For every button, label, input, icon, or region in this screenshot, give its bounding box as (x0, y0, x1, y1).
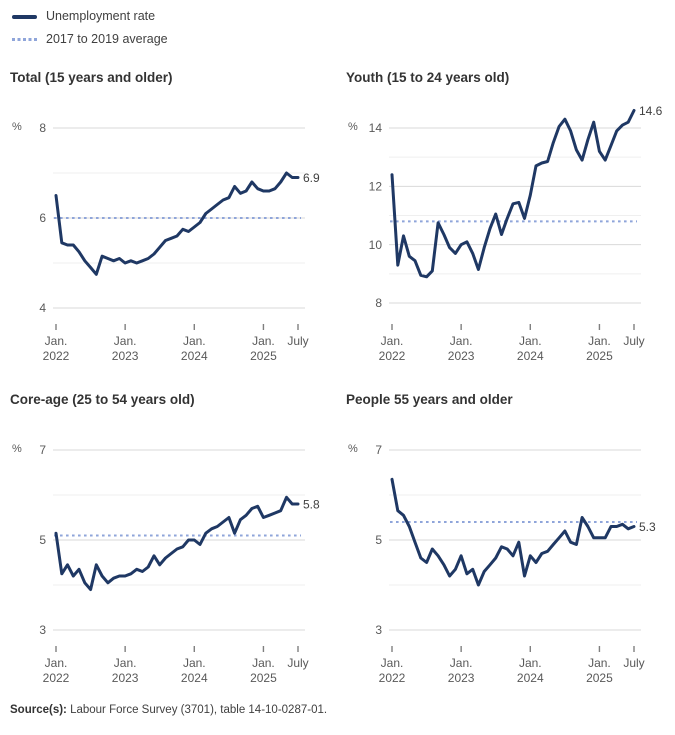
y-tick-label: 10 (369, 238, 383, 252)
source-note: Source(s): Labour Force Survey (3701), t… (10, 704, 327, 716)
legend-label: Unemployment rate (46, 9, 156, 23)
x-tick-label: July (623, 334, 644, 348)
chart-plot-55-plus: 7 5 3% Jan. 2022 Jan. 2023 Jan. 2024 Jan. 2025 July… (344, 420, 674, 692)
chart-55-plus: People 55 years and older 7 5 3% Jan. 2022 Ja… (344, 392, 674, 692)
x-tick-label: July (623, 656, 644, 670)
y-tick-label: 3 (375, 623, 382, 637)
chart-youth: Youth (15 to 24 years old) 14 12 10 8% Jan. 2… (344, 70, 674, 370)
x-tick-label: Jan. (114, 656, 137, 670)
x-tick-label-year: 2022 (379, 671, 406, 685)
y-tick-label: 12 (369, 180, 383, 194)
chart-plot-total: 8 6 4% Jan. 2022 Jan. 2023 Jan. 2024 Jan. 2025 July… (8, 98, 338, 370)
y-tick-label: 5 (375, 533, 382, 547)
x-tick-label-year: 2024 (517, 349, 544, 363)
x-tick-label: Jan. (252, 656, 275, 670)
x-tick-label: Jan. (450, 656, 473, 670)
chart-title-youth: Youth (15 to 24 years old) (346, 70, 510, 85)
end-value-label: 5.3 (639, 520, 656, 534)
end-value-label: 14.6 (639, 104, 663, 118)
x-tick-label: Jan. (45, 656, 68, 670)
x-tick-label: Jan. (519, 334, 542, 348)
y-axis-unit-label: % (348, 443, 358, 455)
y-tick-label: 6 (39, 211, 46, 225)
x-tick-label: July (287, 656, 308, 670)
legend-item-average: 2017 to 2019 average (12, 31, 168, 48)
chart-title-core-age: Core-age (25 to 54 years old) (10, 392, 195, 407)
x-tick-label-year: 2023 (448, 349, 475, 363)
line-chart-svg-youth: 1412108%Jan.2022Jan.2023Jan.2024Jan.2025… (348, 104, 663, 363)
x-tick-label: July (287, 334, 308, 348)
y-tick-label: 4 (39, 301, 46, 315)
y-tick-label: 7 (39, 443, 46, 457)
x-tick-label: Jan. (114, 334, 137, 348)
dashed-line-swatch (12, 38, 37, 41)
y-tick-label: 7 (375, 443, 382, 457)
chart-total: Total (15 years and older) 8 6 4% Jan. 2022 J… (8, 70, 338, 370)
source-text: Labour Force Survey (3701), table 14-10-… (66, 704, 328, 716)
x-tick-label: Jan. (45, 334, 68, 348)
chart-title-total: Total (15 years and older) (10, 70, 173, 85)
y-tick-label: 14 (369, 121, 383, 135)
y-axis-unit-label: % (348, 121, 358, 133)
x-tick-label: Jan. (183, 656, 206, 670)
x-tick-label: Jan. (588, 334, 611, 348)
legend-item-unemployment-rate: Unemployment rate (12, 8, 168, 25)
x-tick-label: Jan. (381, 334, 404, 348)
x-tick-label-year: 2023 (112, 671, 139, 685)
y-tick-label: 5 (39, 533, 46, 547)
chart-plot-core-age: 7 5 3% Jan. 2022 Jan. 2023 Jan. 2024 Jan. 2025 July… (8, 420, 338, 692)
y-axis-unit-label: % (12, 121, 22, 133)
x-tick-label-year: 2022 (43, 349, 70, 363)
x-tick-label: Jan. (519, 656, 542, 670)
legend-label: 2017 to 2019 average (46, 32, 168, 46)
end-value-label: 5.8 (303, 498, 320, 512)
chart-core-age: Core-age (25 to 54 years old) 7 5 3% Jan. 20… (8, 392, 338, 692)
chart-plot-youth: 14 12 10 8% Jan. 2022 Jan. 2023 Jan. 2024 Jan. 2025… (344, 98, 674, 370)
solid-line-swatch (12, 14, 37, 19)
x-tick-label-year: 2025 (250, 349, 277, 363)
line-chart-svg-55-plus: 753%Jan.2022Jan.2023Jan.2024Jan.2025July… (348, 443, 656, 685)
chart-legend: Unemployment rate 2017 to 2019 average (12, 8, 168, 54)
x-tick-label: Jan. (450, 334, 473, 348)
x-tick-label-year: 2023 (448, 671, 475, 685)
unemployment-line (390, 477, 636, 587)
x-tick-label-year: 2025 (586, 349, 613, 363)
line-chart-svg-total: 864%Jan.2022Jan.2023Jan.2024Jan.2025July… (12, 121, 320, 363)
x-tick-label-year: 2024 (517, 671, 544, 685)
end-value-label: 6.9 (303, 171, 320, 185)
x-tick-label: Jan. (252, 334, 275, 348)
x-tick-label: Jan. (588, 656, 611, 670)
source-label: Source(s): (10, 704, 67, 716)
x-tick-label-year: 2025 (586, 671, 613, 685)
x-tick-label-year: 2024 (181, 349, 208, 363)
x-tick-label-year: 2023 (112, 349, 139, 363)
x-tick-label: Jan. (381, 656, 404, 670)
y-tick-label: 8 (375, 296, 382, 310)
x-tick-label-year: 2024 (181, 671, 208, 685)
unemployment-line (54, 495, 300, 591)
x-tick-label-year: 2022 (379, 349, 406, 363)
line-chart-svg-core-age: 753%Jan.2022Jan.2023Jan.2024Jan.2025July… (12, 443, 320, 685)
unemployment-line (390, 109, 636, 279)
y-axis-unit-label: % (12, 443, 22, 455)
unemployment-line (54, 171, 300, 276)
x-tick-label-year: 2025 (250, 671, 277, 685)
x-tick-label: Jan. (183, 334, 206, 348)
y-tick-label: 8 (39, 121, 46, 135)
y-tick-label: 3 (39, 623, 46, 637)
x-tick-label-year: 2022 (43, 671, 70, 685)
chart-title-55-plus: People 55 years and older (346, 392, 513, 407)
